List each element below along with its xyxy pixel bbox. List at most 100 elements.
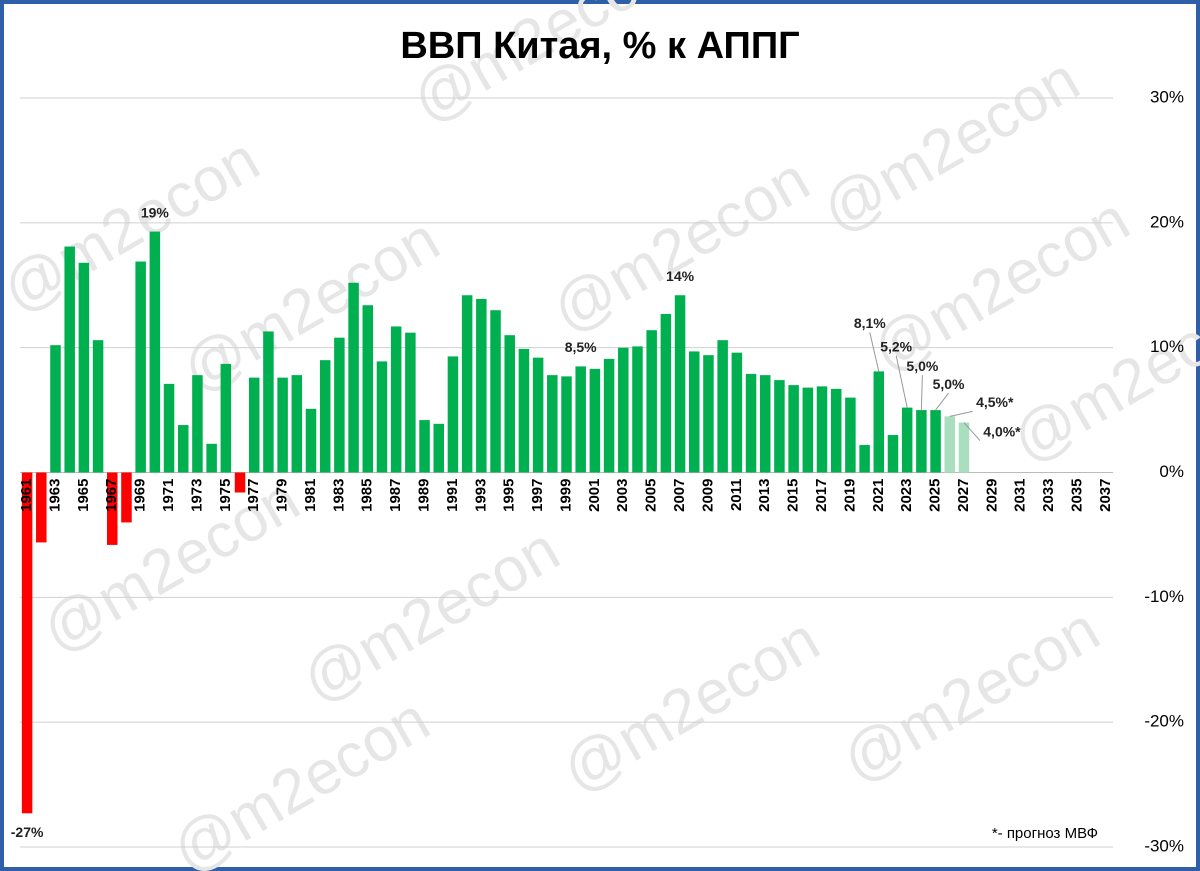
bar <box>717 340 728 473</box>
x-tick-label: 2031 <box>1012 479 1029 512</box>
bar <box>660 313 672 473</box>
bar <box>674 295 686 473</box>
bar <box>305 408 317 473</box>
value-label: 4,5%* <box>976 394 1014 410</box>
x-tick-label: 2001 <box>586 479 603 512</box>
value-label: 5,2% <box>880 338 912 354</box>
bar <box>703 355 714 473</box>
x-tick-label: 1997 <box>529 479 546 512</box>
x-tick-label: 2013 <box>756 479 773 512</box>
bar <box>419 420 430 473</box>
x-tick-label: 1977 <box>245 479 262 512</box>
x-tick-label: 2037 <box>1097 479 1114 512</box>
y-tick-label: 10% <box>1150 337 1184 356</box>
x-tick-label: 2019 <box>841 479 858 512</box>
bar <box>405 332 416 473</box>
x-tick-label: 2003 <box>614 479 631 512</box>
bar <box>816 386 828 473</box>
y-tick-label: -10% <box>1144 587 1184 606</box>
value-label: -27% <box>11 824 44 840</box>
x-tick-label: 1965 <box>75 479 92 512</box>
bar <box>319 360 331 473</box>
bar <box>518 348 530 473</box>
bar <box>121 472 132 523</box>
bar <box>334 337 345 473</box>
bar <box>149 231 161 473</box>
x-tick-label: 2017 <box>813 479 830 512</box>
bar <box>376 361 388 473</box>
footnote: *- прогноз МВФ <box>992 825 1098 842</box>
x-tick-label: 1987 <box>387 479 404 512</box>
bar <box>532 357 544 473</box>
bar <box>107 472 118 545</box>
y-tick-label: 0% <box>1159 462 1184 481</box>
leader-line <box>963 422 981 441</box>
x-tick-label: 1969 <box>132 479 149 512</box>
bar <box>916 410 927 473</box>
x-tick-label: 2023 <box>898 479 915 512</box>
bar <box>745 373 757 473</box>
bar <box>390 326 402 473</box>
x-tick-label: 1981 <box>302 479 319 512</box>
bar <box>36 472 47 543</box>
value-label: 4,0%* <box>983 423 1021 439</box>
bar <box>689 351 700 473</box>
x-tick-label: 2033 <box>1040 479 1057 512</box>
leader-line <box>949 410 973 417</box>
leader-line <box>869 332 880 372</box>
bar <box>958 422 970 473</box>
bar <box>788 385 799 473</box>
bar <box>632 346 643 473</box>
x-tick-label: 1983 <box>330 479 347 512</box>
bar <box>135 261 146 473</box>
value-label: 8,1% <box>854 315 886 331</box>
x-tick-label: 2011 <box>728 479 745 512</box>
bar <box>731 352 743 473</box>
y-tick-label: 30% <box>1150 87 1184 106</box>
bar <box>830 388 842 473</box>
bar <box>192 375 203 473</box>
y-tick-label: 20% <box>1150 212 1184 231</box>
bar <box>50 345 61 473</box>
x-tick-label: 2025 <box>927 479 944 512</box>
bar <box>234 472 246 493</box>
x-tick-label: 1973 <box>188 479 205 512</box>
bar <box>461 295 473 473</box>
x-tick-label: 1979 <box>274 479 291 512</box>
value-label: 19% <box>141 204 170 220</box>
x-tick-label: 1991 <box>444 479 461 512</box>
bar <box>930 410 941 473</box>
bar <box>561 376 572 473</box>
bar <box>476 298 487 473</box>
x-tick-label: 1961 <box>18 479 35 512</box>
bar <box>845 397 856 473</box>
bar <box>92 340 104 473</box>
bar <box>291 375 303 473</box>
bar <box>64 246 75 473</box>
bar <box>589 368 601 473</box>
bar <box>263 331 274 473</box>
bar <box>901 407 913 473</box>
bar <box>859 445 870 473</box>
value-label: 5,0% <box>933 376 965 392</box>
x-tick-label: 2021 <box>870 479 887 512</box>
x-tick-label: 2027 <box>955 479 972 512</box>
bar <box>21 472 33 814</box>
bar <box>163 383 175 473</box>
leader-line <box>895 355 908 408</box>
x-tick-label: 1971 <box>160 479 177 512</box>
x-tick-label: 1995 <box>501 479 518 512</box>
bar <box>78 262 90 473</box>
bar <box>646 330 657 473</box>
x-tick-label: 2015 <box>785 479 802 512</box>
bar <box>348 282 359 473</box>
bar <box>248 377 260 473</box>
x-tick-label: 2009 <box>699 479 716 512</box>
leader-line <box>920 375 923 411</box>
bar <box>887 435 899 473</box>
bar <box>802 387 814 473</box>
value-label: 5,0% <box>906 358 938 374</box>
x-tick-label: 2007 <box>671 479 688 512</box>
x-tick-label: 1999 <box>557 479 574 512</box>
